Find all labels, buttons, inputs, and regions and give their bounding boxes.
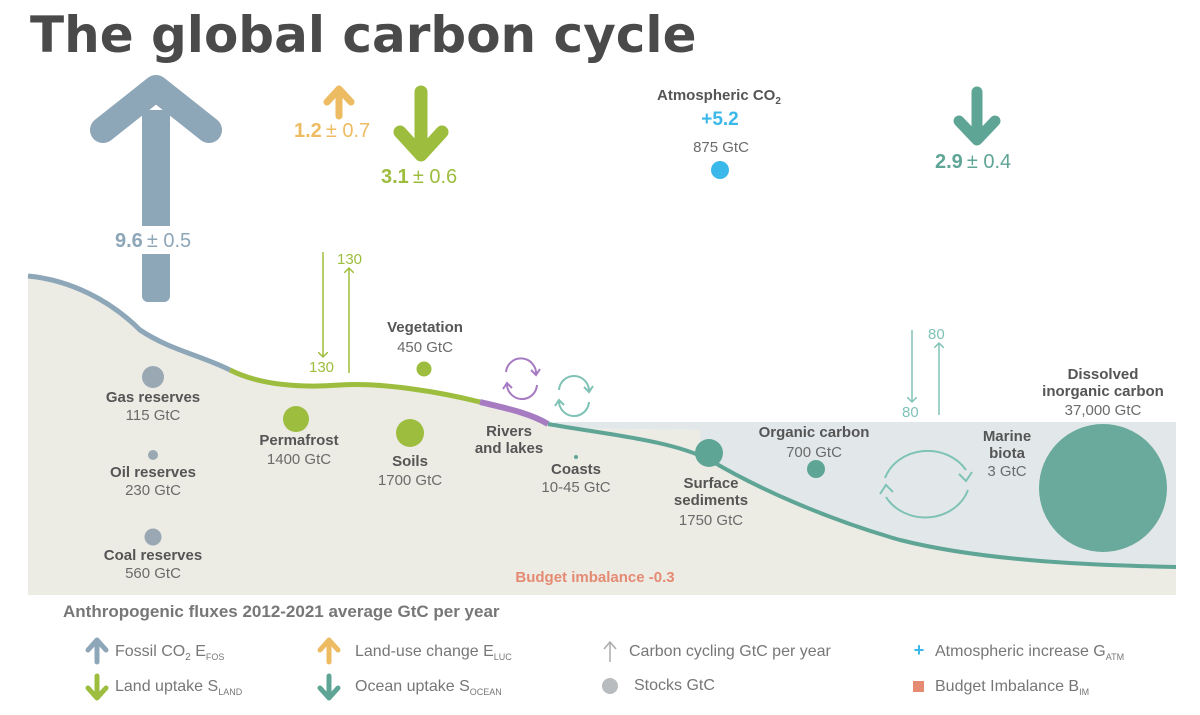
marine-cycle-icon (879, 449, 973, 519)
legend-land-uptake-text: Land uptake SLAND (115, 678, 243, 697)
ocean-cycling-down-value: 80 (902, 404, 919, 421)
coal-reserves-value: 560 GtC (125, 565, 181, 582)
coasts-value: 10-45 GtC (541, 479, 610, 496)
legend-atm-icon: + (914, 640, 925, 660)
ocean-uptake-flux-arrow (953, 86, 1001, 146)
gas-reserves-circle (142, 366, 164, 388)
vegetation-value: 450 GtC (397, 339, 453, 356)
legend-imbalance-icon (913, 681, 924, 692)
legend-ocean-uptake-icon (317, 673, 341, 701)
marine-biota-value: 3 GtC (987, 463, 1026, 480)
land-area (28, 276, 700, 595)
dissolved-label-line2: inorganic carbon (1042, 383, 1164, 400)
legend-stocks-icon (602, 678, 618, 694)
legend-cycling-text: Carbon cycling GtC per year (629, 643, 832, 660)
soils-circle (396, 419, 424, 447)
rivers-label-line2: and lakes (475, 440, 543, 457)
legend-land-use-icon (317, 637, 341, 665)
surface-sediments-circle (695, 439, 723, 467)
ocean-uptake-flux-label: 2.9 ± 0.4 (935, 151, 1011, 173)
oil-reserves-value: 230 GtC (125, 482, 181, 499)
diagram-title: The global carbon cycle (30, 6, 696, 64)
soils-value: 1700 GtC (378, 472, 442, 489)
sediments-value: 1750 GtC (679, 512, 743, 529)
legend-atm-text: Atmospheric increase GATM (935, 643, 1124, 662)
legend-fossil-icon (85, 637, 109, 665)
ocean-cycling-up-value: 80 (928, 326, 945, 343)
organic-carbon-circle (807, 460, 825, 478)
atmosphere-stock: 875 GtC (693, 139, 749, 156)
legend-land-use-text: Land-use change ELUC (355, 643, 512, 662)
oil-reserves-circle (148, 450, 158, 460)
fossil-flux-arrow (90, 75, 222, 302)
sediments-label-line1: Surface (683, 475, 738, 492)
atmosphere-stock-circle (711, 161, 729, 179)
land-uptake-flux-arrow (393, 85, 449, 162)
coasts-cycle-icon (554, 374, 594, 418)
sediments-label-line2: sediments (674, 492, 748, 509)
dissolved-value: 37,000 GtC (1065, 402, 1142, 419)
land-cycling-up-value: 130 (337, 251, 362, 268)
rivers-label-line1: Rivers (486, 423, 532, 440)
marine-biota-label-line2: biota (989, 445, 1025, 462)
coal-reserves-label: Coal reserves (104, 547, 202, 564)
dissolved-label-line1: Dissolved (1068, 366, 1139, 383)
dissolved-inorganic-carbon-circle (1039, 424, 1167, 552)
coasts-circle (574, 455, 578, 459)
legend-land-uptake-icon (85, 673, 109, 701)
coal-reserves-circle (144, 528, 162, 546)
gas-reserves-value: 115 GtC (126, 407, 181, 424)
permafrost-circle (283, 406, 309, 432)
legend-cycling-icon (603, 640, 617, 662)
coasts-label: Coasts (551, 461, 601, 478)
legend-fossil-text: Fossil CO2 EFOS (115, 643, 224, 663)
fossil-flux-label: 9.6 ± 0.5 (115, 230, 191, 252)
rivers-surface-line (479, 399, 550, 427)
oil-reserves-label: Oil reserves (110, 464, 196, 481)
land-use-flux-arrow (323, 85, 355, 120)
vegetation-circle (416, 361, 432, 377)
rivers-cycle-icon (502, 357, 541, 401)
vegetation-label: Vegetation (387, 319, 463, 336)
permafrost-value: 1400 GtC (267, 451, 331, 468)
fossil-surface-line (27, 273, 232, 373)
marine-biota-label-line1: Marine (983, 428, 1031, 445)
legend-stocks-text: Stocks GtC (634, 677, 715, 694)
legend-ocean-uptake-text: Ocean uptake SOCEAN (355, 678, 502, 697)
land-uptake-flux-label: 3.1 ± 0.6 (381, 166, 457, 188)
permafrost-label: Permafrost (259, 432, 338, 449)
ocean-floor-line (547, 422, 1177, 569)
atmosphere-label: Atmospheric CO2 (657, 87, 781, 107)
atmosphere-increase: +5.2 (701, 109, 739, 130)
budget-imbalance-label: Budget imbalance -0.3 (515, 569, 674, 586)
gas-reserves-label: Gas reserves (106, 389, 200, 406)
organic-carbon-label: Organic carbon (759, 424, 870, 441)
land-use-flux-label: 1.2 ± 0.7 (294, 120, 370, 142)
seabed (555, 428, 1176, 595)
land-cycling-down-value: 130 (309, 359, 334, 376)
organic-carbon-value: 700 GtC (786, 444, 842, 461)
land-surface-line (228, 367, 481, 405)
soils-label: Soils (392, 453, 428, 470)
legend-heading: Anthropogenic fluxes 2012-2021 average G… (63, 602, 500, 621)
legend-imbalance-text: Budget Imbalance BIM (935, 678, 1089, 697)
